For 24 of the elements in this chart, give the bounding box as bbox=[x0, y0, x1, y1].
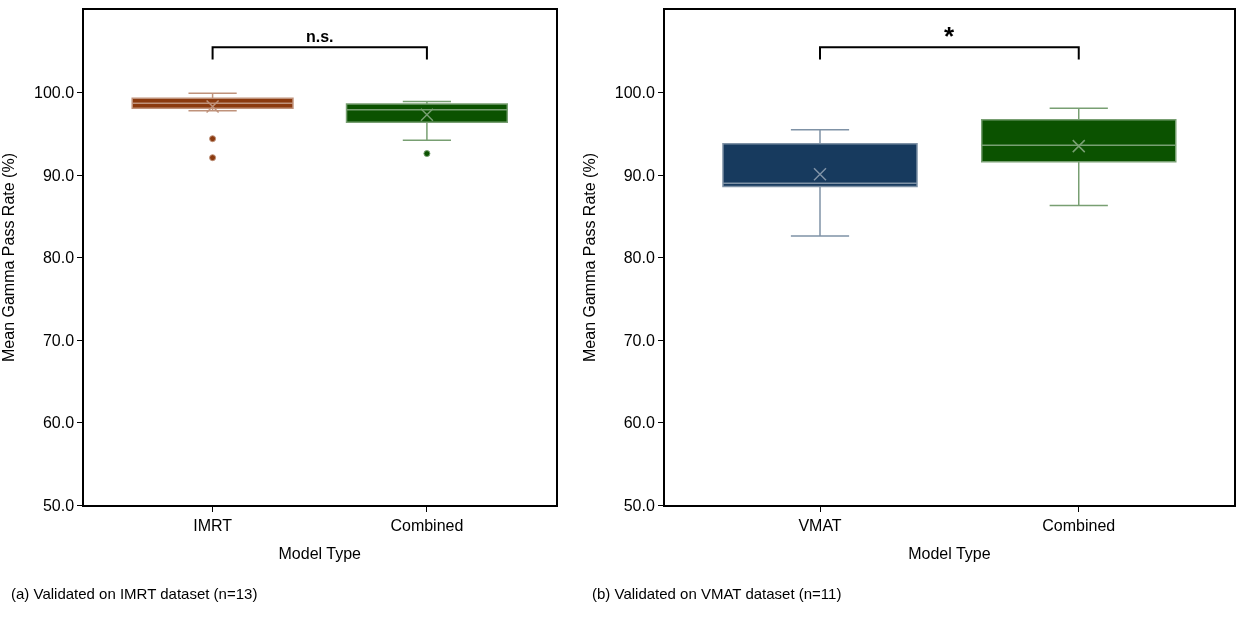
y-tick-label: 80.0 bbox=[623, 249, 655, 267]
text: (a) Validated on IMRT dataset (n=13) bbox=[11, 585, 258, 602]
x-tick-label: Combined bbox=[390, 516, 464, 534]
y-tick-label: 70.0 bbox=[623, 331, 655, 349]
y-tick-label: 90.0 bbox=[42, 166, 75, 184]
y-tick-label: 60.0 bbox=[623, 414, 655, 432]
y-axis-title: Mean Gamma Pass Rate (%) bbox=[0, 153, 18, 362]
y-tick-label: 80.0 bbox=[42, 249, 75, 267]
x-tick-label: Combined bbox=[1042, 516, 1116, 534]
y-axis-title: Mean Gamma Pass Rate (%) bbox=[581, 153, 599, 362]
text: (b) Validated on VMAT dataset (n=11) bbox=[592, 585, 842, 602]
x-tick-label: IMRT bbox=[193, 516, 233, 534]
annotation: n.s. bbox=[306, 28, 334, 45]
y-tick-label: 100.0 bbox=[34, 84, 75, 102]
x-axis-title: Model Type bbox=[908, 545, 991, 563]
y-tick-label: 50.0 bbox=[42, 496, 75, 514]
annotation: * bbox=[944, 21, 955, 51]
x-axis-title: Model Type bbox=[278, 545, 362, 563]
y-tick-label: 100.0 bbox=[614, 84, 655, 102]
y-tick-label: 50.0 bbox=[623, 496, 655, 514]
y-tick-label: 60.0 bbox=[42, 414, 75, 432]
y-tick-label: 70.0 bbox=[42, 331, 75, 349]
y-tick-label: 90.0 bbox=[623, 166, 655, 184]
x-tick-label: VMAT bbox=[798, 516, 842, 534]
